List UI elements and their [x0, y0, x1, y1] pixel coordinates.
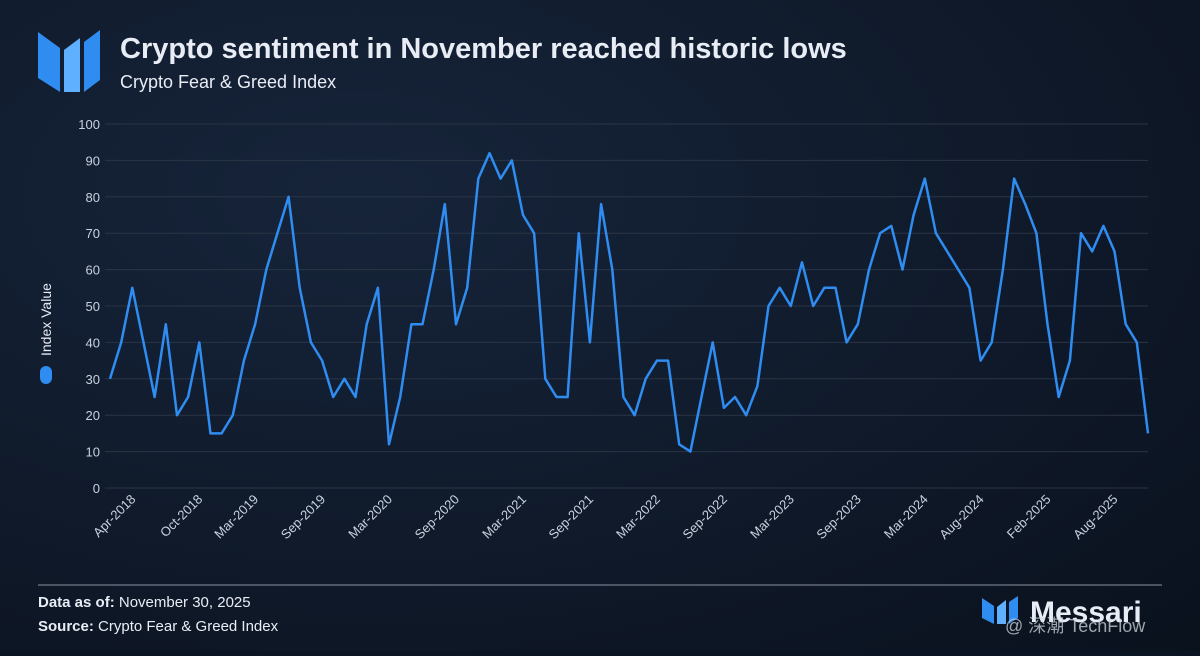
footer-source-label: Source:: [38, 618, 94, 635]
chart-subtitle: Crypto Fear & Greed Index: [120, 72, 336, 92]
y-tick-label: 0: [93, 481, 100, 496]
y-tick-label: 100: [78, 117, 100, 132]
footer-date-value: November 30, 2025: [119, 594, 251, 611]
footer-source: Source: Crypto Fear & Greed Index: [38, 618, 279, 635]
line: [108, 151, 1150, 453]
brand-name: Messari: [1030, 596, 1142, 629]
y-tick-label: 50: [86, 299, 100, 314]
chart-title: Crypto sentiment in November reached his…: [120, 33, 847, 65]
footer-date: Data as of: November 30, 2025: [38, 594, 251, 611]
y-tick-label: 20: [86, 408, 100, 423]
y-axis-label: Index Value: [38, 283, 54, 356]
y-tick-label: 30: [86, 372, 100, 387]
brand-logo: [982, 596, 1018, 624]
y-tick-label: 80: [86, 190, 100, 205]
watermark: @ 深潮 TechFlow: [1005, 616, 1146, 636]
y-tick-label: 70: [86, 226, 100, 241]
footer-date-label: Data as of:: [38, 594, 115, 611]
y-tick-label: 90: [86, 153, 100, 168]
y-tick-label: 40: [86, 335, 100, 350]
legend-marker: [40, 366, 52, 384]
logo: [38, 30, 100, 92]
y-tick-label: 60: [86, 263, 100, 278]
y-tick-label: 10: [86, 445, 100, 460]
footer-source-value: Crypto Fear & Greed Index: [98, 618, 279, 635]
